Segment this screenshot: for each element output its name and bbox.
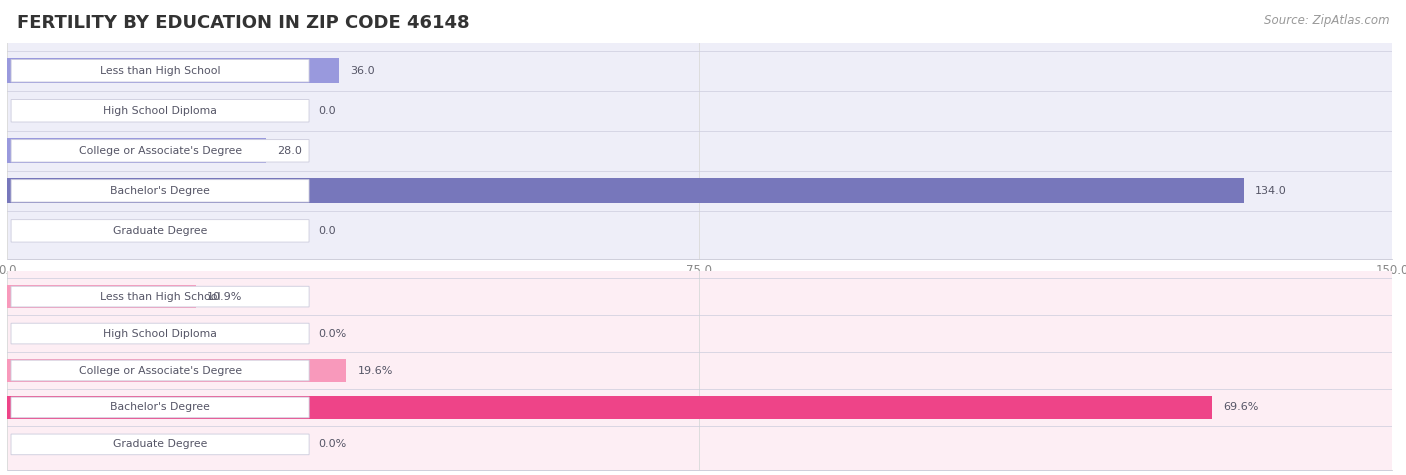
Bar xyxy=(7,58,339,83)
FancyBboxPatch shape xyxy=(11,323,309,344)
Bar xyxy=(7,179,1244,203)
Text: 0.0%: 0.0% xyxy=(319,329,347,339)
Text: Less than High School: Less than High School xyxy=(100,66,221,76)
Bar xyxy=(7,285,195,308)
Text: 134.0: 134.0 xyxy=(1256,186,1286,196)
Text: High School Diploma: High School Diploma xyxy=(103,329,217,339)
Bar xyxy=(7,359,346,382)
Bar xyxy=(7,396,1212,419)
Text: Less than High School: Less than High School xyxy=(100,292,221,302)
FancyBboxPatch shape xyxy=(11,219,309,242)
Text: 0.0: 0.0 xyxy=(319,226,336,236)
Text: 19.6%: 19.6% xyxy=(357,365,392,376)
Text: 28.0: 28.0 xyxy=(277,146,301,156)
Text: 36.0: 36.0 xyxy=(350,66,375,76)
FancyBboxPatch shape xyxy=(11,360,309,381)
Text: College or Associate's Degree: College or Associate's Degree xyxy=(79,365,242,376)
FancyBboxPatch shape xyxy=(11,434,309,455)
Text: Graduate Degree: Graduate Degree xyxy=(112,439,207,449)
FancyBboxPatch shape xyxy=(11,140,309,162)
Text: 0.0%: 0.0% xyxy=(319,439,347,449)
Text: High School Diploma: High School Diploma xyxy=(103,106,217,116)
Bar xyxy=(7,138,266,163)
Text: 69.6%: 69.6% xyxy=(1223,402,1258,412)
Text: Bachelor's Degree: Bachelor's Degree xyxy=(110,186,209,196)
Text: FERTILITY BY EDUCATION IN ZIP CODE 46148: FERTILITY BY EDUCATION IN ZIP CODE 46148 xyxy=(17,14,470,32)
FancyBboxPatch shape xyxy=(11,397,309,418)
Text: 0.0: 0.0 xyxy=(319,106,336,116)
Text: Bachelor's Degree: Bachelor's Degree xyxy=(110,402,209,412)
FancyBboxPatch shape xyxy=(11,180,309,202)
FancyBboxPatch shape xyxy=(11,100,309,122)
Text: Graduate Degree: Graduate Degree xyxy=(112,226,207,236)
FancyBboxPatch shape xyxy=(11,286,309,307)
Text: 10.9%: 10.9% xyxy=(207,292,242,302)
FancyBboxPatch shape xyxy=(11,59,309,82)
Text: College or Associate's Degree: College or Associate's Degree xyxy=(79,146,242,156)
Text: Source: ZipAtlas.com: Source: ZipAtlas.com xyxy=(1264,14,1389,27)
